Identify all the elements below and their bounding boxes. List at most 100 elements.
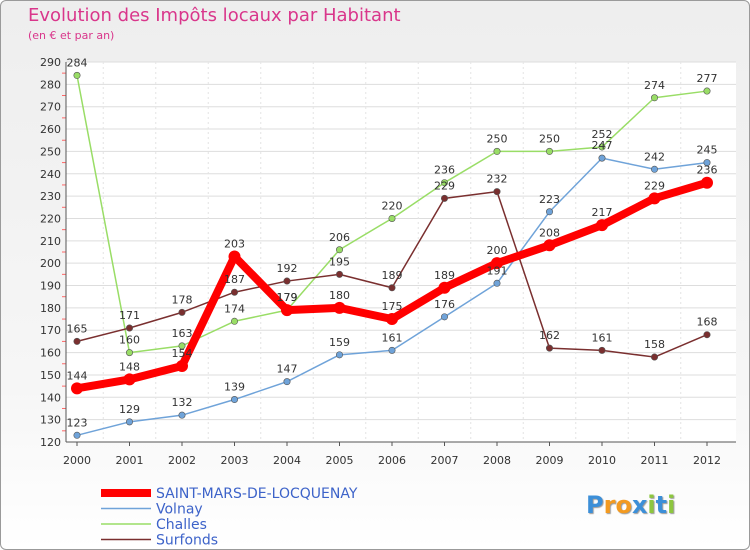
data-point — [178, 411, 186, 419]
data-point — [178, 342, 186, 350]
y-tick-label: 220 — [40, 212, 61, 225]
data-point — [386, 313, 398, 326]
y-tick-label: 140 — [40, 391, 61, 404]
logo-letter: t — [655, 491, 668, 519]
data-label: 189 — [434, 269, 455, 282]
y-tick-label: 160 — [40, 347, 61, 360]
data-label: 277 — [697, 72, 718, 85]
data-label: 179 — [277, 291, 298, 304]
data-point — [703, 159, 711, 167]
data-label: 200 — [487, 244, 508, 257]
y-tick-label: 120 — [40, 436, 61, 449]
data-label: 148 — [119, 360, 140, 373]
legend-label: Volnay — [156, 502, 203, 518]
data-point — [648, 192, 661, 205]
x-tick-label: 2003 — [221, 454, 249, 467]
data-label: 160 — [119, 334, 140, 347]
x-tick-label: 2008 — [483, 454, 511, 467]
data-label: 206 — [329, 231, 350, 244]
data-label: 247 — [592, 139, 613, 152]
data-point — [73, 431, 81, 439]
data-label: 139 — [224, 381, 245, 394]
data-point — [231, 396, 239, 404]
data-label: 187 — [224, 273, 245, 286]
data-point — [281, 304, 293, 317]
data-point — [440, 313, 448, 321]
logo-letter: x — [631, 491, 648, 519]
data-point — [335, 246, 343, 254]
x-tick-label: 2001 — [116, 454, 144, 467]
data-point — [596, 219, 608, 232]
data-point — [598, 154, 606, 162]
data-point — [388, 284, 396, 292]
axes: 120 130 140 150 160 170 180 190 200 210 220 230 240 2… — [40, 56, 736, 467]
data-label: 179 — [277, 291, 298, 304]
data-point — [388, 346, 396, 354]
data-label: 284 — [67, 56, 88, 69]
data-point — [335, 270, 343, 278]
data-point — [176, 360, 188, 372]
data-label: 195 — [329, 255, 350, 268]
data-label: 147 — [277, 363, 298, 376]
data-point — [650, 94, 658, 102]
data-point — [701, 176, 713, 189]
y-tick-label: 230 — [40, 190, 61, 203]
data-label: 250 — [539, 132, 560, 145]
data-point — [438, 281, 451, 294]
data-label: 191 — [487, 264, 508, 277]
data-point — [71, 382, 83, 395]
legend: SAINT-MARS-DE-LOCQUENAYVolnayChallesSurf… — [101, 486, 358, 549]
data-point — [493, 279, 501, 287]
legend-label: Surfonds — [156, 533, 218, 549]
legend-label: Challes — [156, 517, 207, 533]
data-point — [73, 337, 81, 345]
x-tick-label: 2002 — [168, 454, 196, 467]
data-label: 162 — [539, 329, 560, 342]
data-label: 236 — [697, 164, 718, 177]
y-tick-label: 150 — [40, 369, 61, 382]
data-point — [650, 165, 658, 173]
y-tick-label: 200 — [40, 257, 61, 270]
data-point — [491, 257, 503, 270]
x-tick-label: 2007 — [431, 454, 459, 467]
data-point — [335, 351, 343, 359]
plot-area — [66, 62, 736, 442]
data-label: 176 — [434, 298, 455, 311]
data-point — [598, 143, 606, 151]
data-label: 192 — [277, 262, 298, 275]
data-label: 154 — [172, 347, 193, 360]
y-tick-label: 260 — [40, 123, 61, 136]
y-tick-label: 250 — [40, 145, 61, 158]
data-label: 144 — [67, 369, 88, 382]
grid-lines — [66, 61, 736, 443]
x-tick-label: 2005 — [326, 454, 354, 467]
data-label: 168 — [697, 316, 718, 329]
proxiti-logo: Proxiti — [586, 491, 675, 519]
data-label: 129 — [119, 403, 140, 416]
data-label: 161 — [382, 331, 403, 344]
data-point — [703, 87, 711, 95]
y-tick-label: 180 — [40, 302, 61, 315]
y-tick-label: 290 — [40, 56, 61, 69]
y-tick-label: 240 — [40, 168, 61, 181]
y-tick-label: 130 — [40, 414, 61, 427]
data-point — [545, 147, 553, 155]
data-label: 229 — [434, 179, 455, 192]
data-point — [228, 250, 241, 263]
data-label: 220 — [382, 199, 403, 212]
data-label: 171 — [119, 309, 140, 322]
data-point — [126, 418, 134, 426]
data-point — [283, 378, 291, 386]
data-label: 229 — [644, 179, 665, 192]
y-tick-label: 170 — [40, 324, 61, 337]
data-label: 158 — [644, 338, 665, 351]
data-label: 163 — [172, 327, 193, 340]
data-label: 242 — [644, 150, 665, 163]
legend-label: SAINT-MARS-DE-LOCQUENAY — [156, 486, 358, 502]
data-label: 159 — [329, 336, 350, 349]
data-label: 232 — [487, 173, 508, 186]
data-point — [493, 188, 501, 196]
x-tick-label: 2010 — [588, 454, 616, 467]
